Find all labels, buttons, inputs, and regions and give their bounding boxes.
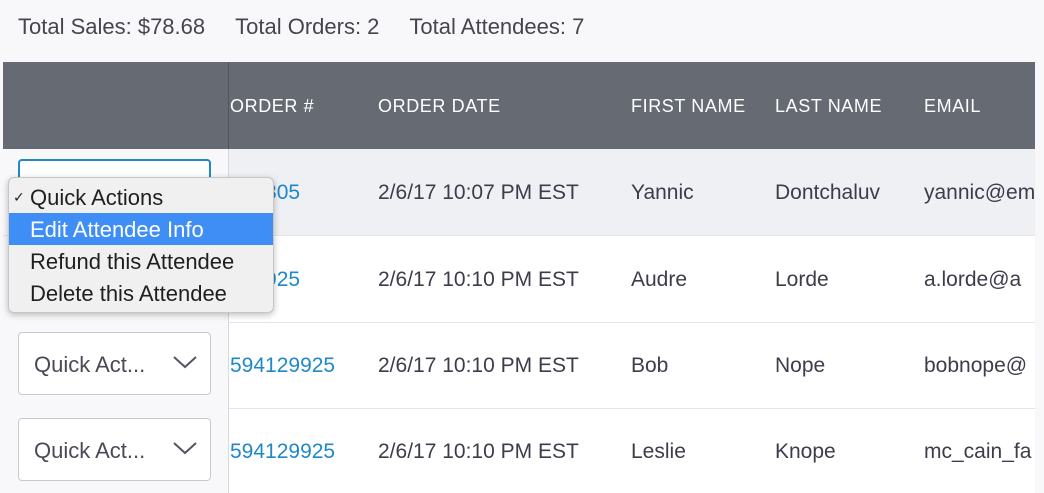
table-row: Quick Act... 594129925 2/6/17 10:10 PM E… (3, 408, 1035, 493)
last-name: Lorde (775, 268, 829, 291)
header-divider (228, 62, 229, 149)
order-number-link[interactable]: 594129925 (230, 440, 336, 463)
quick-actions-label: Quick Act... (34, 438, 146, 463)
menu-item-refund-attendee[interactable]: Refund this Attendee (9, 245, 273, 277)
first-name: Leslie (631, 440, 686, 463)
header-order-number[interactable]: ORDER # (230, 96, 315, 116)
quick-actions-menu: ✓ Quick Actions Edit Attendee Info Refun… (8, 177, 274, 313)
email: mc_cain_fa (924, 440, 1032, 463)
header-last-name[interactable]: LAST NAME (775, 96, 883, 116)
row-actions-cell: Quick Act... (3, 408, 229, 493)
quick-actions-select[interactable]: Quick Act... (18, 418, 211, 481)
first-name: Audre (631, 268, 688, 291)
quick-actions-select[interactable]: Quick Act... (18, 332, 211, 395)
table-row: Quick Act... 594129925 2/6/17 10:10 PM E… (3, 322, 1035, 409)
menu-item-label: Quick Actions (30, 185, 164, 210)
email: a.lorde@a (924, 268, 1022, 291)
order-date: 2/6/17 10:10 PM EST (378, 440, 579, 463)
row-actions-cell: Quick Act... (3, 322, 229, 408)
menu-item-label: Edit Attendee Info (30, 217, 204, 242)
summary-bar: Total Sales: $78.68 Total Orders: 2 Tota… (18, 12, 584, 42)
total-orders: Total Orders: 2 (235, 14, 380, 39)
order-date: 2/6/17 10:07 PM EST (378, 181, 579, 204)
header-order-date[interactable]: ORDER DATE (378, 96, 501, 116)
total-sales: Total Sales: $78.68 (18, 14, 206, 39)
header-email[interactable]: EMAIL (924, 96, 982, 116)
menu-item-quick-actions[interactable]: ✓ Quick Actions (9, 181, 273, 213)
order-date: 2/6/17 10:10 PM EST (378, 268, 579, 291)
header-first-name[interactable]: FIRST NAME (631, 96, 746, 116)
menu-item-delete-attendee[interactable]: Delete this Attendee (9, 277, 273, 309)
menu-item-edit-attendee-info[interactable]: Edit Attendee Info (9, 213, 273, 245)
email: bobnope@ (924, 354, 1028, 377)
first-name: Yannic (631, 181, 694, 204)
email: yannic@em (924, 181, 1035, 204)
menu-item-label: Delete this Attendee (30, 281, 227, 306)
table-header: ORDER # ORDER DATE FIRST NAME LAST NAME … (3, 62, 1035, 149)
chevron-down-icon (173, 356, 197, 369)
quick-actions-label: Quick Act... (34, 352, 146, 377)
last-name: Nope (775, 354, 826, 377)
total-attendees: Total Attendees: 7 (409, 14, 585, 39)
order-number-link[interactable]: 594129925 (230, 354, 336, 377)
checkmark-icon: ✓ (13, 189, 25, 205)
menu-item-label: Refund this Attendee (30, 249, 235, 274)
order-date: 2/6/17 10:10 PM EST (378, 354, 579, 377)
last-name: Dontchaluv (775, 181, 881, 204)
first-name: Bob (631, 354, 669, 377)
last-name: Knope (775, 440, 836, 463)
chevron-down-icon (173, 442, 197, 455)
